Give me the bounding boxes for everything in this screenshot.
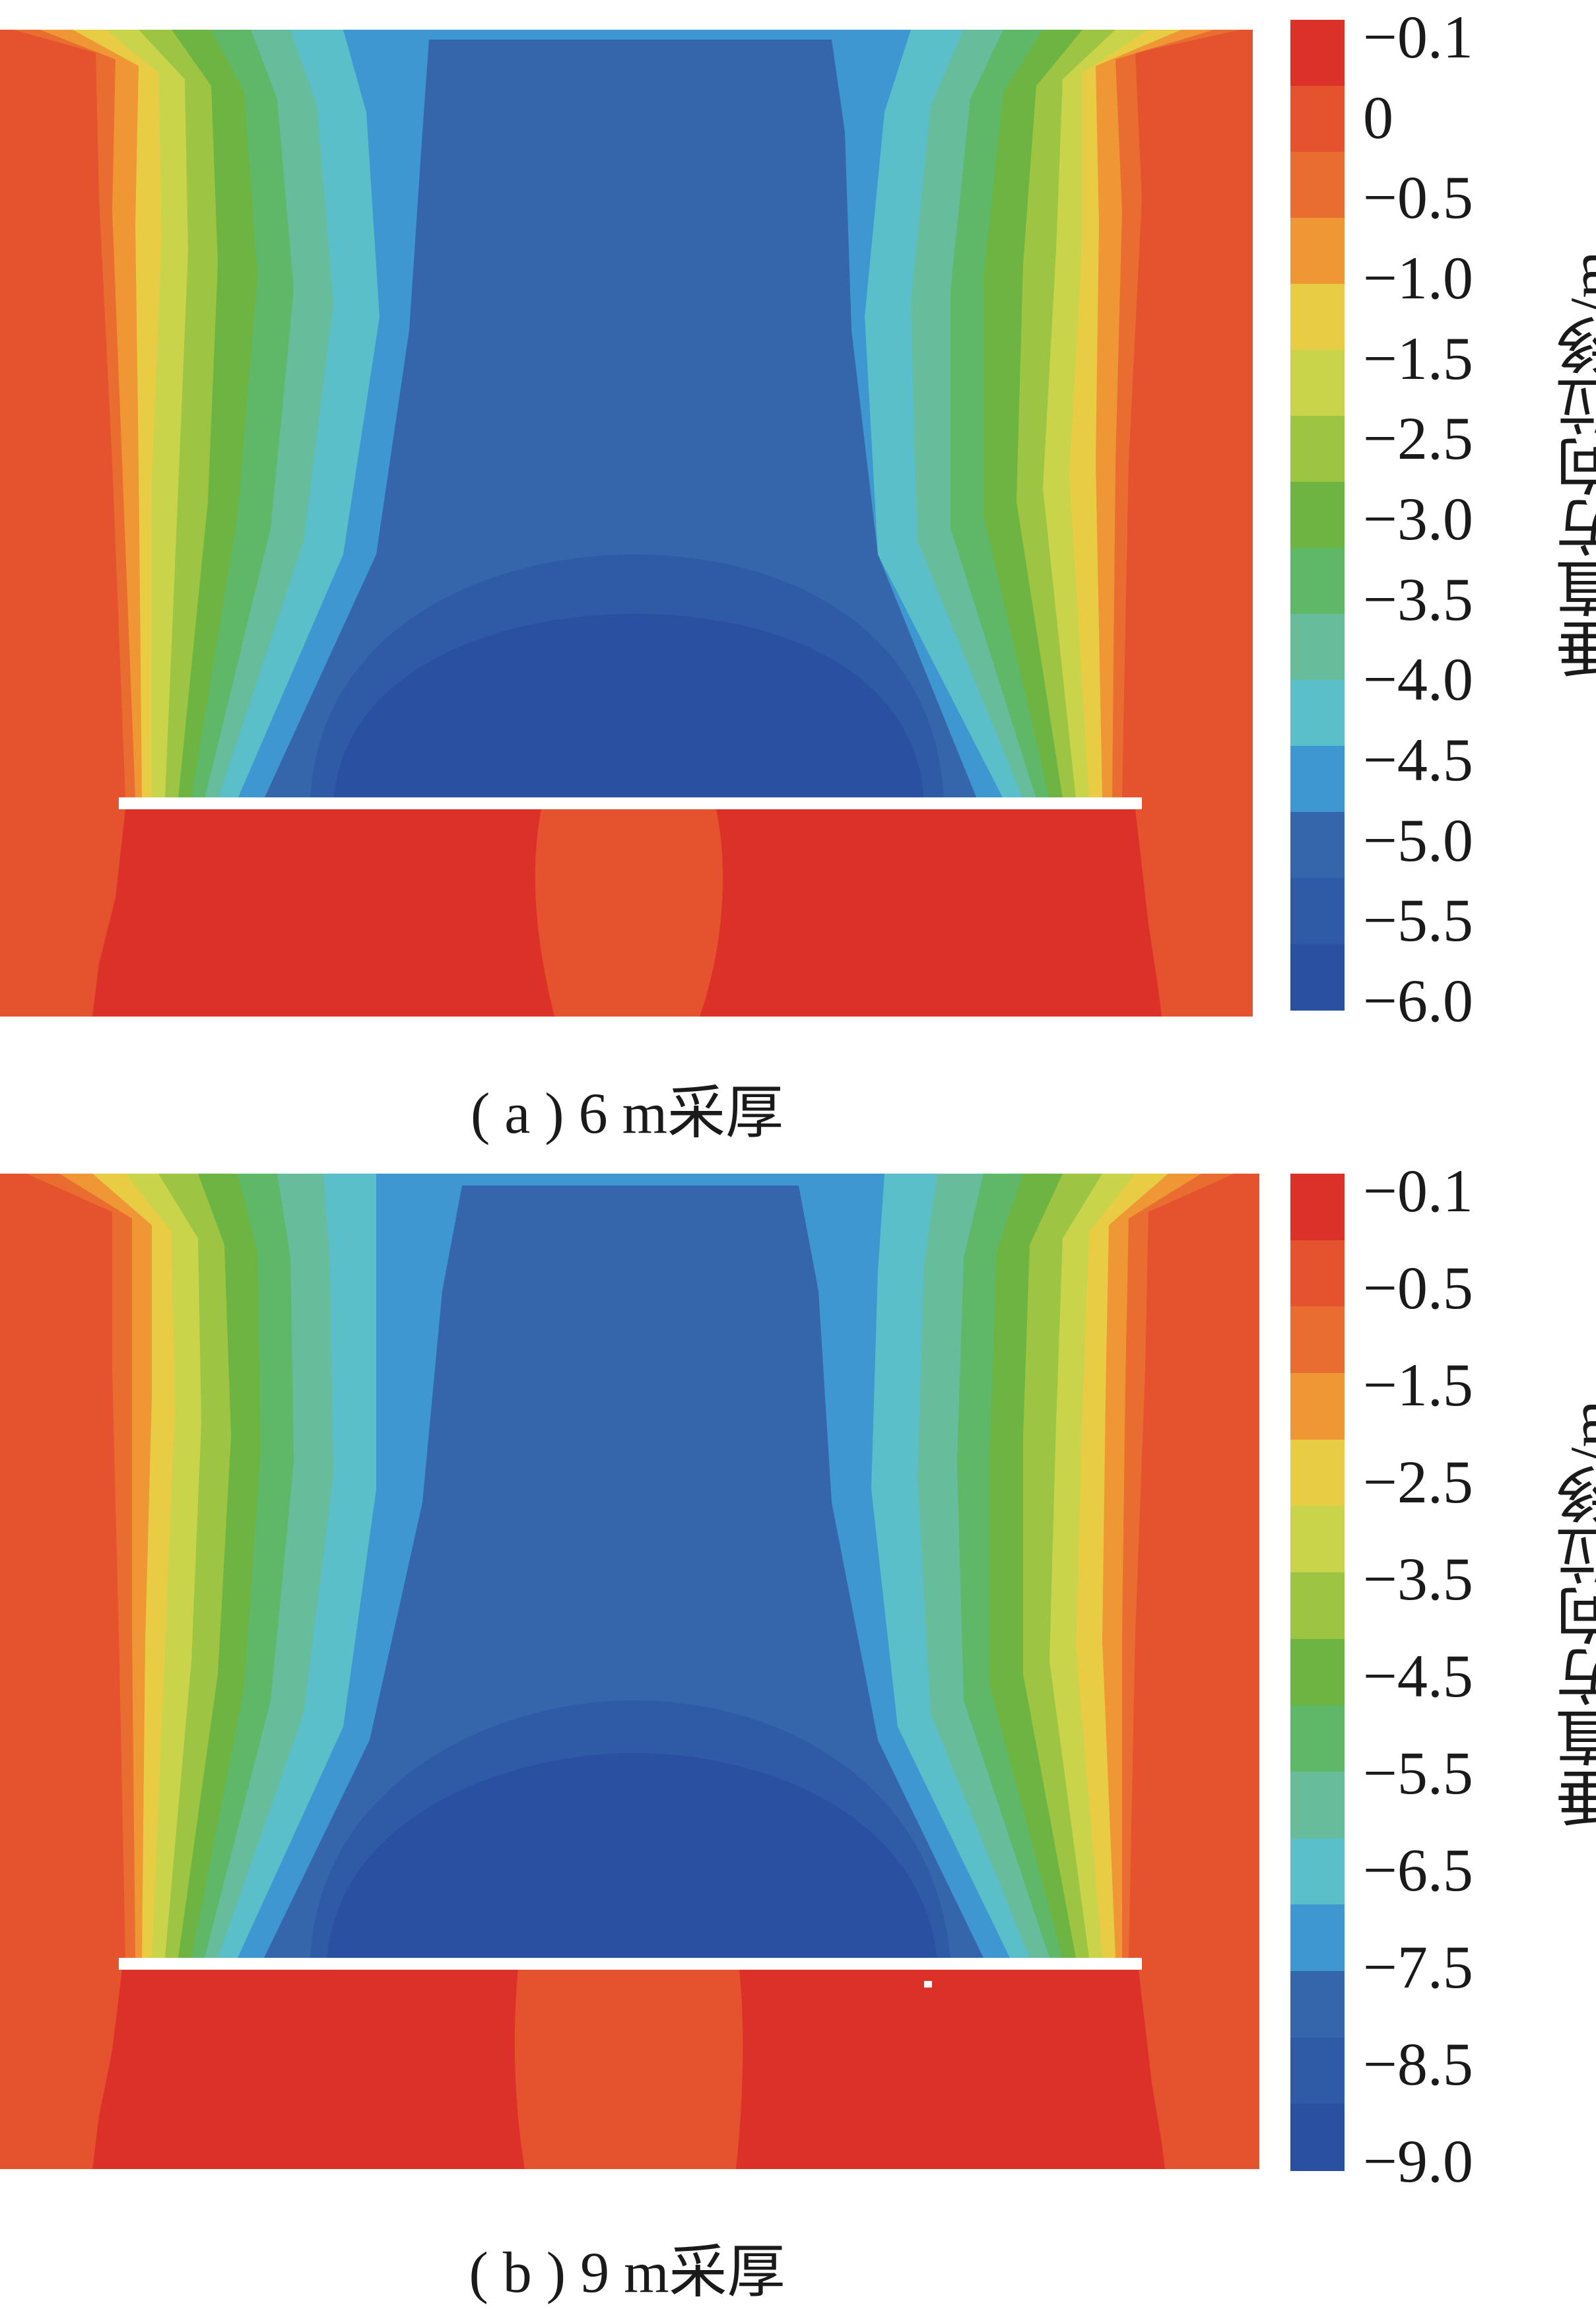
colorbar-swatch [1290,812,1345,879]
colorbar-tick-label: −0.1 [1363,3,1473,71]
colorbar-tick-label: −4.0 [1363,646,1473,714]
colorbar-swatch [1290,1772,1345,1839]
colorbar-title-a: 垂直方向位移/m [1558,251,1596,680]
colorbar-tick-label: −2.5 [1363,405,1473,473]
panel-b: −0.1 −0.5 −1.5 −2.5 −3.5 −4.5 −5.5 −6.5 −7.5 −8.5… [0,1159,1596,2305]
colorbar-tick-label: −8.5 [1363,2030,1473,2098]
colorbar-swatch [1290,416,1345,483]
colorbar-swatch [1290,20,1345,86]
colorbar-swatch [1290,1439,1345,1507]
colorbar-tick-label: −1.0 [1363,244,1473,312]
colorbar-swatch [1290,1705,1345,1772]
colorbar-tick-label: −0.5 [1363,164,1473,232]
colorbar-swatch [1290,1240,1345,1308]
colorbar-tick-label: −5.0 [1363,806,1473,874]
colorbar-swatch [1290,482,1345,549]
colorbar-title-b: 垂直方向位移/m [1558,1400,1596,1829]
colorbar-swatch [1290,1373,1345,1440]
colorbar-swatch [1290,2104,1345,2171]
colorbar-a: −0.1 0 −0.5 −1.0 −1.5 −2.5 −3.0 −3.5 −4.0 −4.5 −5.… [1290,7,1473,1031]
colorbar-tick-label: −7.5 [1363,1933,1473,2001]
colorbar-swatch [1290,680,1345,747]
colorbar-swatch [1290,86,1345,152]
colorbar-tick-label: −5.5 [1363,887,1473,954]
colorbar-swatch [1290,1174,1345,1241]
colorbar-tick-label: −0.5 [1363,1254,1473,1322]
colorbar-tick-label: −3.5 [1363,1545,1473,1613]
colorbar-swatch [1290,152,1345,218]
colorbar-swatch [1290,1306,1345,1374]
caption-a: ( a ) 6 m采厚 [470,1082,784,1146]
colorbar-tick-label: −3.0 [1363,485,1473,552]
colorbar-tick-label: −5.5 [1363,1739,1473,1807]
panel-a: −0.1 0 −0.5 −1.0 −1.5 −2.5 −3.0 −3.5 −4.0 −4.5 −5.… [0,0,1596,1146]
colorbar-swatch [1290,1638,1345,1706]
colorbar-tick-label: −6.5 [1363,1836,1473,1904]
colorbar-swatch [1290,284,1345,351]
colorbar-swatch [1290,218,1345,284]
colorbar-tick-label: −1.5 [1363,324,1473,392]
colorbar-tick-label: 0 [1363,83,1393,151]
colorbar-b: −0.1 −0.5 −1.5 −2.5 −3.5 −4.5 −5.5 −6.5 −7.5 −8.5… [1290,1160,1473,2192]
colorbar-swatch [1290,1904,1345,1972]
colorbar-tick-label: −0.1 [1363,1157,1473,1224]
caption-b: ( b ) 9 m采厚 [469,2241,785,2305]
colorbar-tick-label: −4.5 [1363,1642,1473,1710]
colorbar-swatch [1290,746,1345,813]
colorbar-tick-label: −1.5 [1363,1351,1473,1419]
colorbar-swatch [1290,1506,1345,1573]
colorbar-tick-label: −9.0 [1363,2127,1473,2195]
colorbar-swatch [1290,614,1345,681]
colorbar-tick-label: −4.5 [1363,726,1473,793]
colorbar-tick-label: −6.0 [1363,967,1473,1034]
colorbar-swatch [1290,548,1345,615]
colorbar-swatch [1290,878,1345,945]
contour-plot-a [0,0,1254,1017]
colorbar-swatch [1290,1572,1345,1640]
colorbar-swatch [1290,1838,1345,1906]
contour-plot-b [0,1159,1261,2169]
colorbar-swatch [1290,350,1345,417]
colorbar-swatch [1290,944,1345,1011]
colorbar-tick-label: −2.5 [1363,1448,1473,1516]
colorbar-swatch [1290,2037,1345,2105]
colorbar-tick-label: −3.5 [1363,565,1473,633]
colorbar-swatch [1290,1971,1345,2038]
